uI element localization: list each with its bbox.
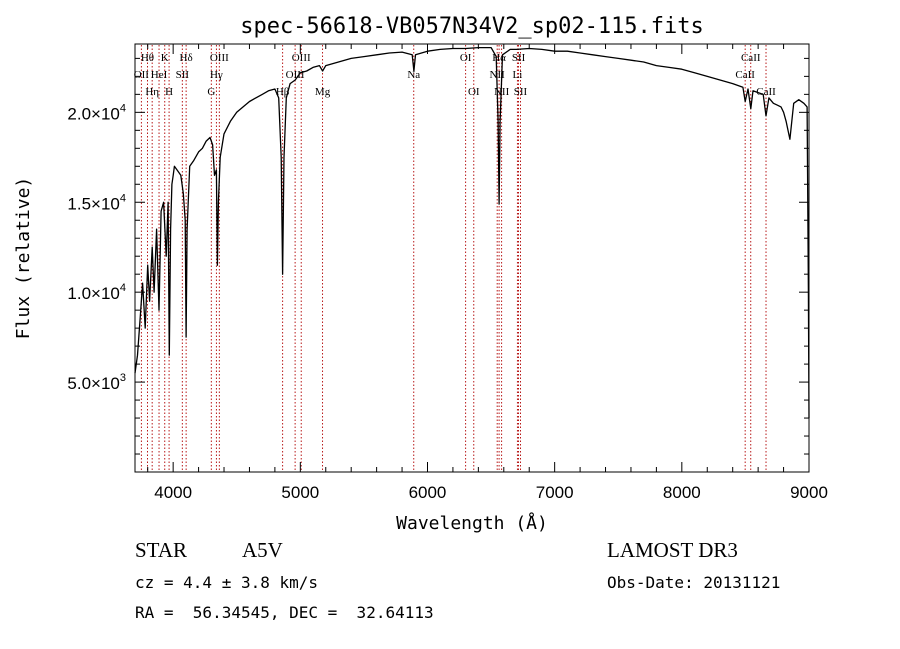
- object-class: STAR: [135, 538, 187, 562]
- line-label-g: G: [207, 86, 215, 98]
- plot-area-frame: [134, 43, 810, 473]
- line-label-sii: SII: [176, 69, 190, 81]
- x-tick-label: 4000: [154, 483, 192, 502]
- y-tick-label: 2.0×104: [67, 102, 126, 123]
- line-label-mg: Mg: [315, 86, 331, 98]
- line-label-oi: OI: [468, 86, 480, 98]
- object-subclass: A5V: [242, 538, 283, 562]
- y-tick-label: 1.0×104: [67, 282, 126, 303]
- line-label-oi: OI: [460, 52, 472, 64]
- line-label-hη: Hη: [145, 86, 159, 98]
- line-label-oiii: OIII: [286, 69, 305, 81]
- line-label-oiii: OIII: [292, 52, 311, 64]
- line-label-oiii: OIII: [210, 52, 229, 64]
- line-label-caii: CaII: [756, 86, 776, 98]
- x-tick-label: 6000: [409, 483, 447, 502]
- survey-name: LAMOST DR3: [607, 538, 738, 562]
- observation-date: Obs-Date: 20131121: [607, 573, 781, 592]
- y-tick-label: 1.5×104: [67, 192, 126, 213]
- line-label-caii: CaII: [735, 69, 755, 81]
- x-axis-ticks: 4000 5000 6000 7000 8000 9000: [147, 44, 828, 502]
- line-label-caii: CaII: [741, 52, 761, 64]
- line-label-hei: HeI: [151, 69, 168, 81]
- x-tick-label: 7000: [536, 483, 574, 502]
- y-tick-label: 5.0×103: [67, 372, 126, 393]
- x-tick-label: 5000: [281, 483, 319, 502]
- line-label-h: H: [165, 86, 173, 98]
- line-label-k: K: [161, 52, 169, 64]
- line-label-na: Na: [407, 69, 420, 81]
- spectral-line-markers: [140, 45, 767, 472]
- line-label-hδ: Hδ: [180, 52, 193, 64]
- spectral-line-labels: OIIHθHηHeIKHSIIHδGHγOIIIHβOIIIOIIIMgNaOI…: [134, 52, 776, 98]
- chart-title: spec-56618-VB057N34V2_sp02-115.fits: [240, 14, 704, 39]
- line-label-hγ: Hγ: [210, 69, 223, 81]
- x-tick-label: 9000: [790, 483, 828, 502]
- line-label-li: Li: [513, 69, 523, 81]
- line-label-sii: SII: [514, 86, 528, 98]
- coordinates: RA = 56.34545, DEC = 32.64113: [135, 603, 434, 622]
- line-label-sii: SII: [512, 52, 526, 64]
- line-label-oii: OII: [134, 69, 150, 81]
- x-axis-label: Wavelength (Å): [396, 512, 548, 534]
- y-axis-ticks: 5.0×103 1.0×104 1.5×104 2.0×104: [67, 57, 809, 455]
- line-label-hθ: Hθ: [141, 52, 154, 64]
- redshift-velocity: cz = 4.4 ± 3.8 km/s: [135, 573, 319, 592]
- y-axis-label: Flux (relative): [13, 177, 34, 340]
- line-label-hβ: Hβ: [276, 86, 290, 98]
- spectrum-series-line: [134, 46, 810, 419]
- x-tick-label: 8000: [663, 483, 701, 502]
